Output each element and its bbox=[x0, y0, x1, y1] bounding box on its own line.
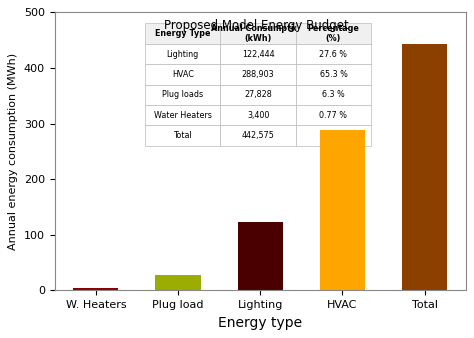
Bar bbox=[73, 289, 118, 290]
X-axis label: Energy type: Energy type bbox=[218, 316, 302, 330]
Bar bbox=[402, 44, 447, 290]
Bar bbox=[320, 130, 365, 290]
Bar bbox=[155, 275, 201, 290]
Y-axis label: Annual energy consumption (MWh): Annual energy consumption (MWh) bbox=[9, 53, 18, 250]
Text: Proposed Model Energy Budget: Proposed Model Energy Budget bbox=[164, 19, 348, 32]
Bar bbox=[237, 222, 283, 290]
